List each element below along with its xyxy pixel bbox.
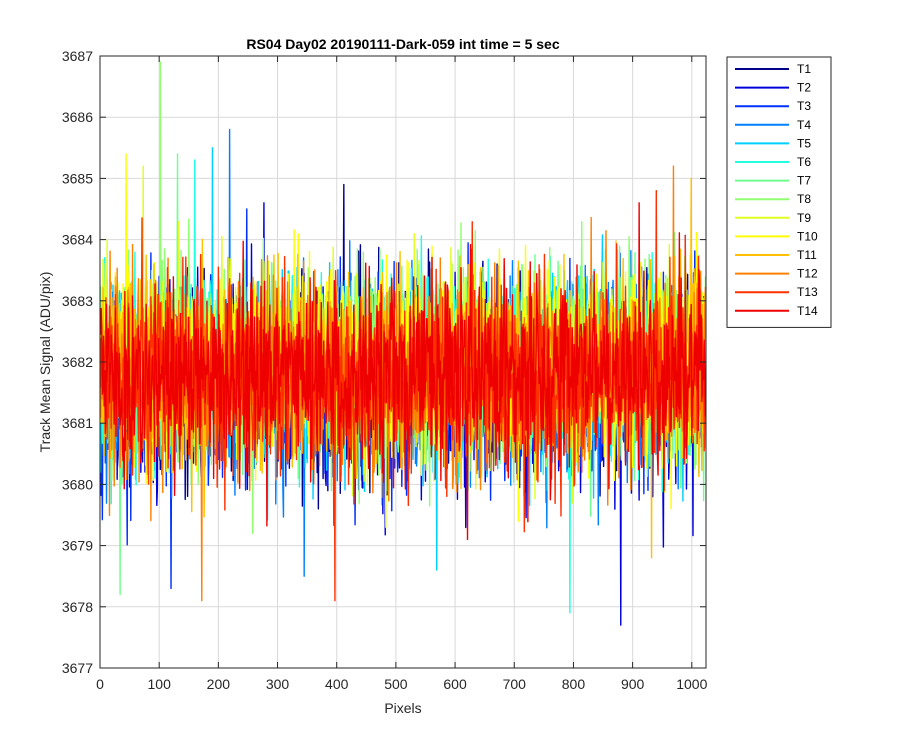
legend-item: T4	[735, 118, 811, 132]
x-tick-label: 1000	[676, 676, 707, 692]
legend-item: T7	[735, 174, 811, 188]
x-tick-label: 600	[443, 676, 467, 692]
legend-label: T8	[797, 192, 811, 206]
x-tick-label: 700	[503, 676, 527, 692]
y-tick-label: 3680	[62, 476, 93, 492]
x-tick-label: 200	[207, 676, 231, 692]
legend-label: T11	[797, 248, 817, 262]
y-tick-label: 3686	[62, 109, 93, 125]
x-tick-label: 300	[266, 676, 290, 692]
legend-item: T10	[735, 229, 818, 243]
chart-title: RS04 Day02 20190111-Dark-059 int time = …	[246, 36, 559, 52]
y-tick-label: 3687	[62, 48, 93, 64]
y-tick-label: 3684	[62, 232, 93, 248]
y-tick-label: 3683	[62, 293, 93, 309]
legend-item: T9	[735, 211, 811, 225]
y-axis-label: Track Mean Signal (ADU/pix)	[37, 272, 53, 453]
y-tick-label: 3682	[62, 354, 93, 370]
legend-label: T14	[797, 304, 818, 318]
legend-label: T1	[797, 62, 811, 76]
legend-item: T3	[735, 99, 811, 113]
x-tick-label: 800	[562, 676, 586, 692]
legend-label: T13	[797, 285, 818, 299]
legend-label: T2	[797, 81, 811, 95]
x-tick-label: 400	[325, 676, 349, 692]
legend-item: T13	[735, 285, 818, 299]
legend-box	[726, 56, 832, 328]
legend-item: T6	[735, 155, 811, 169]
legend-label: T12	[797, 267, 818, 281]
legend-item: T8	[735, 192, 811, 206]
x-tick-label: 500	[384, 676, 408, 692]
legend-item: T5	[735, 136, 811, 150]
x-axis-label: Pixels	[384, 700, 421, 716]
series-line-t14	[100, 202, 706, 541]
legend-label: T6	[797, 155, 811, 169]
y-tick-label: 3681	[62, 415, 93, 431]
x-tick-label: 0	[96, 676, 104, 692]
x-tick-label: 900	[621, 676, 645, 692]
y-tick-label: 3685	[62, 170, 93, 186]
y-tick-label: 3677	[62, 660, 93, 676]
legend-item: T1	[735, 62, 811, 76]
legend-label: T3	[797, 99, 811, 113]
series-lines	[100, 61, 706, 626]
ticks: 0 100 200 300 400 500 600 700 800 900 1000 3677 3678…	[62, 48, 708, 692]
legend-label: T7	[797, 174, 811, 188]
legend-label: T4	[797, 118, 811, 132]
y-tick-label: 3679	[62, 538, 93, 554]
legend-label: T5	[797, 136, 811, 150]
legend-item: T2	[735, 81, 811, 95]
legend: T1 T2 T3 T4 T5 T6 T7 T8 T9 T10 T11 T12 T13 T14	[726, 56, 832, 328]
legend-label: T9	[797, 211, 811, 225]
legend-item: T12	[735, 267, 818, 281]
y-tick-label: 3678	[62, 599, 93, 615]
legend-label: T10	[797, 229, 818, 243]
legend-item: T11	[735, 248, 817, 262]
x-tick-label: 100	[148, 676, 172, 692]
legend-item: T14	[735, 304, 818, 318]
